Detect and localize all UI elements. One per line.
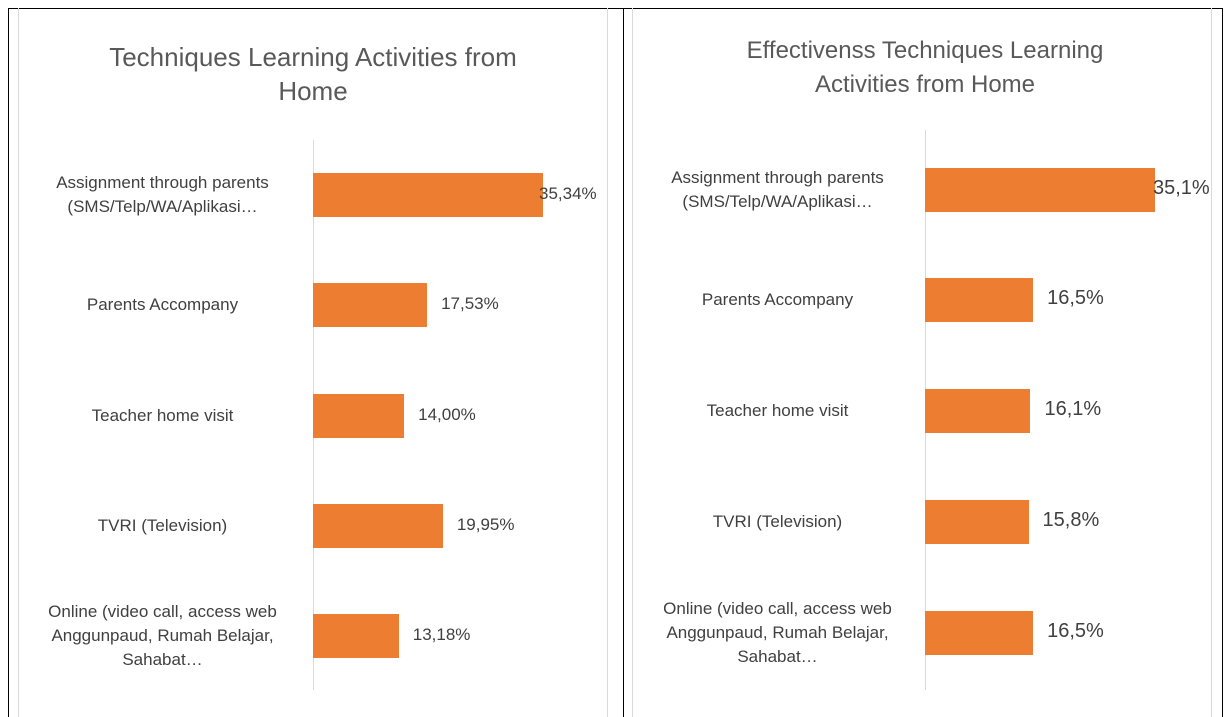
bar bbox=[925, 168, 1155, 212]
bar bbox=[925, 389, 1031, 433]
category-label: Parents Accompany bbox=[701, 290, 854, 309]
data-label: 17,53% bbox=[441, 293, 499, 313]
frame-top bbox=[8, 8, 1223, 9]
category-label: TVRI (Television) bbox=[712, 512, 843, 531]
category-label: TVRI (Television) bbox=[97, 516, 228, 535]
data-label: 16,1% bbox=[1044, 398, 1102, 420]
data-label: 15,8% bbox=[1042, 509, 1100, 531]
bar bbox=[313, 504, 443, 548]
chart-area bbox=[18, 8, 608, 717]
data-label: 35,34% bbox=[539, 183, 597, 203]
category-label: Teacher home visit bbox=[91, 406, 234, 425]
frame-right bbox=[1222, 8, 1223, 717]
data-label: 16,5% bbox=[1047, 620, 1104, 642]
frame-left bbox=[8, 8, 9, 717]
data-label: 13,18% bbox=[412, 624, 471, 644]
data-label: 16,5% bbox=[1047, 287, 1104, 309]
bar bbox=[313, 283, 428, 327]
data-label: 14,00% bbox=[418, 404, 476, 424]
category-label: Online (video call, access web Anggunpau… bbox=[663, 599, 892, 666]
data-label: 35,1% bbox=[1153, 177, 1210, 199]
category-label: Assignment through parents (SMS/Telp/WA/… bbox=[671, 168, 884, 211]
bar bbox=[925, 278, 1034, 322]
data-label: 19,95% bbox=[456, 514, 515, 534]
bar bbox=[313, 614, 399, 658]
chart-title: Effectivenss Techniques Learning Activit… bbox=[746, 37, 1104, 98]
bar bbox=[925, 611, 1034, 655]
category-label: Teacher home visit bbox=[706, 401, 849, 420]
category-label: Online (video call, access web Anggunpau… bbox=[48, 602, 277, 669]
category-label: Assignment through parents (SMS/Telp/WA/… bbox=[56, 173, 269, 216]
chart-area bbox=[632, 8, 1212, 717]
bar bbox=[925, 500, 1029, 544]
bar bbox=[313, 173, 543, 217]
frame-mid bbox=[623, 8, 624, 717]
bar bbox=[313, 394, 405, 438]
chart-title: Techniques Learning Activities from Home bbox=[109, 42, 517, 106]
category-label: Parents Accompany bbox=[86, 295, 239, 314]
